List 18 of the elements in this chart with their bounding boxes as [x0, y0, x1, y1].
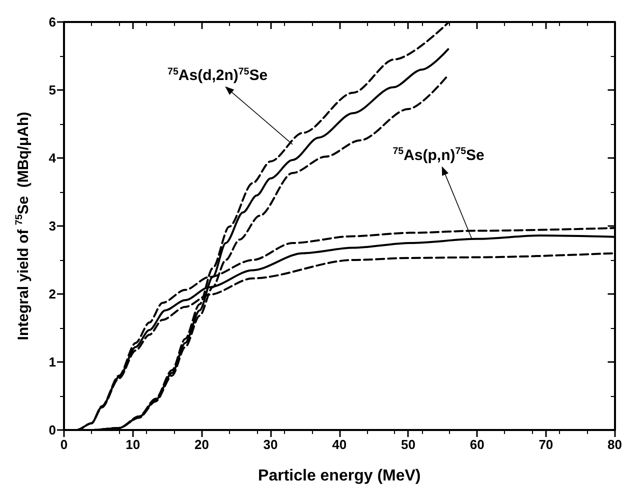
y-tick-label: 1 [48, 354, 56, 370]
y-tick-label: 2 [48, 286, 56, 302]
y-tick-label: 6 [48, 14, 56, 30]
x-tick-label: 40 [332, 437, 347, 452]
x-tick-label: 10 [126, 437, 140, 452]
x-tick-label: 20 [194, 437, 209, 452]
y-tick-label: 5 [48, 82, 56, 98]
y-axis-title: Integral yield of 75Se (MBq/μAh) [14, 112, 32, 340]
x-tick-label: 30 [263, 437, 278, 452]
x-tick-label: 50 [400, 437, 416, 452]
x-axis-title: Particle energy (MeV) [258, 468, 421, 484]
x-tick-label: 80 [608, 437, 622, 452]
x-tick-label: 60 [470, 437, 484, 452]
y-tick-label: 4 [48, 150, 57, 166]
x-tick-label: 0 [60, 437, 68, 452]
x-tick-label: 70 [538, 437, 554, 452]
y-tick-label: 0 [48, 422, 56, 438]
y-tick-label: 3 [48, 218, 56, 234]
